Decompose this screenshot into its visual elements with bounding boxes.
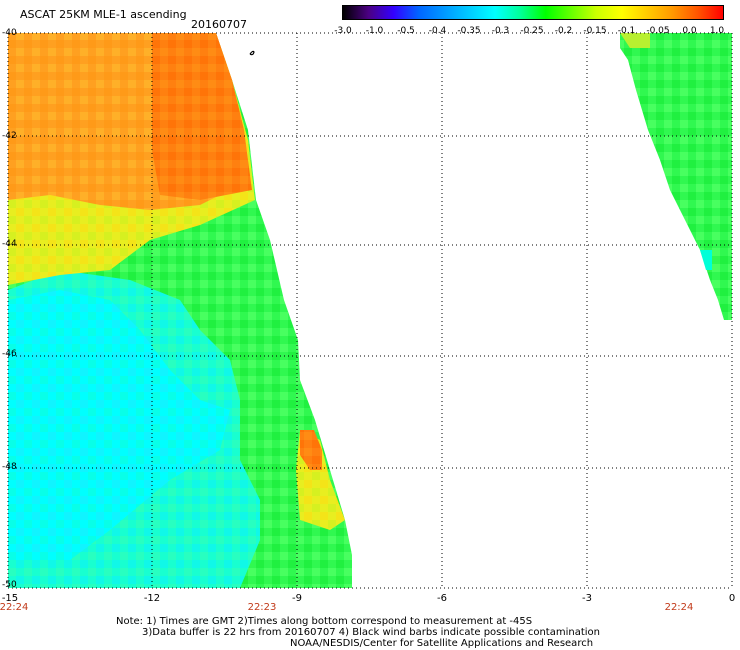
swath-time: 22:24 <box>0 602 29 613</box>
colorbar-tick-label: -0.05 <box>646 26 670 36</box>
colorbar-tick-label: -0.2 <box>554 26 573 36</box>
swath-right <box>620 33 732 320</box>
lat-label: -50 <box>2 580 17 590</box>
lon-label: -6 <box>437 593 447 604</box>
colorbar-tick-label: -1.0 <box>365 26 384 36</box>
swath-time: 22:23 <box>247 602 277 613</box>
colorbar-tick-label: -0.15 <box>583 26 607 36</box>
lat-label: -40 <box>2 28 17 38</box>
lon-label: -3 <box>582 593 592 604</box>
wind-barb-mark <box>249 50 255 56</box>
colorbar-gradient <box>343 6 723 19</box>
colorbar-tick-label: -0.1 <box>617 26 636 36</box>
colorbar-tick-label: -0.5 <box>397 26 415 36</box>
map-title: ASCAT 25KM MLE-1 ascending <box>20 8 187 21</box>
colorbar-tick-label: -0.25 <box>520 26 544 36</box>
lon-label: -12 <box>143 593 161 604</box>
lat-label: -42 <box>2 131 17 141</box>
colorbar <box>342 5 724 20</box>
colorbar-tick-label: -0.4 <box>428 26 447 36</box>
notes: Note: 1) Times are GMT 2)Times along bot… <box>0 616 740 649</box>
note-line: NOAA/NESDIS/Center for Satellite Applica… <box>290 638 594 649</box>
map-date: 20160707 <box>191 18 247 31</box>
colorbar-tick-label: -0.35 <box>457 26 481 36</box>
swath-time: 22:24 <box>664 602 694 613</box>
lat-label: -46 <box>2 349 17 359</box>
lat-label: -48 <box>2 462 17 472</box>
swath-left <box>8 33 352 588</box>
lon-label: -9 <box>292 593 302 604</box>
note-line: 3)Data buffer is 22 hrs from 20160707 4)… <box>142 627 600 638</box>
lon-label: 0 <box>728 593 736 604</box>
colorbar-tick-label: 0.0 <box>682 26 697 36</box>
colorbar-tick-label: 1.0 <box>709 26 725 36</box>
grid-lines <box>7 32 733 589</box>
colorbar-tick-label: -0.3 <box>491 26 510 36</box>
lon-label: -15 <box>1 593 19 604</box>
lat-label: -44 <box>2 239 17 249</box>
note-line: Note: 1) Times are GMT 2)Times along bot… <box>116 616 533 627</box>
colorbar-tick-label: -3.0 <box>334 26 352 36</box>
